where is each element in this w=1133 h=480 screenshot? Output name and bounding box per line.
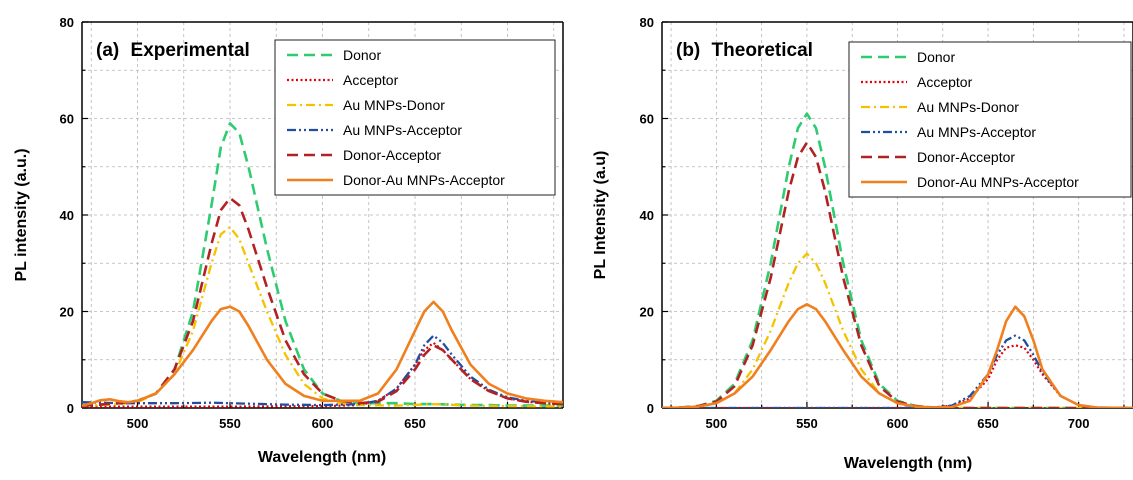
y-tick-label: 80: [640, 15, 654, 30]
legend-label: Au MNPs-Donor: [343, 97, 445, 113]
panel-experimental: 500 550 600 650 700 0 20 40 60 80 Donor Acceptor Au …: [13, 15, 563, 466]
y-tick-label: 80: [60, 15, 74, 30]
y-tick-label: 60: [640, 112, 654, 127]
legend-label: Donor-Acceptor: [917, 149, 1015, 165]
legend-label: Donor-Au MNPs-Acceptor: [917, 174, 1079, 190]
series-line-donor-au-mnps-acceptor: [662, 304, 1133, 408]
y-tick-label: 60: [60, 112, 74, 127]
y-axis-label: PL intensity (a.u.): [13, 148, 30, 281]
y-tick-label: 40: [640, 208, 654, 223]
panel-title-word: Experimental: [131, 40, 250, 61]
panel-title-word: Theoretical: [712, 40, 813, 61]
legend-label: Acceptor: [917, 74, 973, 90]
x-axis-label: Wavelength (nm): [258, 449, 386, 466]
legend: Donor Acceptor Au MNPs-Donor Au MNPs-Accept…: [849, 42, 1131, 197]
series-line-donor-acceptor: [82, 198, 563, 406]
x-tick-label: 600: [312, 416, 334, 431]
y-tick-label: 0: [647, 401, 654, 416]
x-tick-label: 500: [705, 416, 727, 431]
legend-label: Au MNPs-Acceptor: [343, 122, 462, 138]
panel-theoretical: 500 550 600 650 700 0 20 40 60 80 Donor Acceptor Au …: [592, 15, 1133, 472]
legend-label: Donor: [917, 49, 955, 65]
x-tick-label: 550: [219, 416, 241, 431]
x-tick-label: 500: [127, 416, 149, 431]
y-tick-label: 20: [60, 305, 74, 320]
x-tick-label: 600: [887, 416, 909, 431]
y-tick-label: 20: [640, 305, 654, 320]
legend-label: Au MNPs-Donor: [917, 99, 1019, 115]
x-tick-label: 550: [796, 416, 818, 431]
y-tick-label: 0: [67, 401, 74, 416]
x-tick-label: 650: [404, 416, 426, 431]
legend-label: Donor: [343, 47, 381, 63]
legend-label: Donor-Acceptor: [343, 147, 441, 163]
legend-label: Donor-Au MNPs-Acceptor: [343, 172, 505, 188]
x-tick-label: 700: [1068, 416, 1090, 431]
panel-title-prefix: (b): [676, 40, 700, 61]
panel-title-experimental: (a) Experimental: [96, 40, 250, 61]
x-tick-label: 700: [497, 416, 519, 431]
legend: Donor Acceptor Au MNPs-Donor Au MNPs-Accept…: [275, 40, 555, 195]
legend-label: Acceptor: [343, 72, 399, 88]
x-tick-label: 650: [977, 416, 999, 431]
panel-title-theoretical: (b) Theoretical: [676, 40, 813, 61]
y-tick-label: 40: [60, 208, 74, 223]
legend-label: Au MNPs-Acceptor: [917, 124, 1036, 140]
panel-title-prefix: (a): [96, 40, 119, 61]
x-axis-label: Wavelength (nm): [844, 455, 972, 472]
y-axis-label: PL Intensity (a.u): [592, 151, 609, 280]
